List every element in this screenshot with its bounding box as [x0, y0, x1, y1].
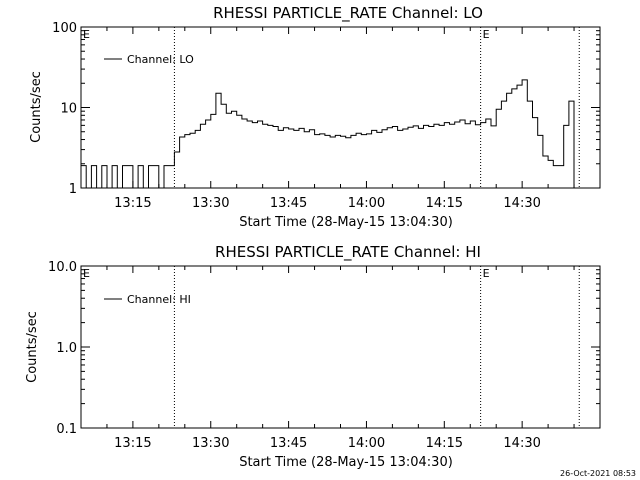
corner-marker-label-lo: E [83, 28, 90, 41]
x-tick-label-hi: 14:15 [426, 436, 463, 451]
chart-title-hi: RHESSI PARTICLE_RATE Channel: HI [215, 243, 481, 262]
x-tick-label-hi: 13:30 [192, 436, 229, 451]
legend-label-hi: Channel: HI [127, 293, 191, 306]
x-tick-label-hi: 13:45 [270, 436, 307, 451]
dynamic-marks-lo: 13:15 13:30 13:45 14:00 14:15 14:30 1 10 100 E [52, 21, 600, 211]
event-marker-label-hi: E [483, 267, 490, 280]
plot-frame-lo [80, 26, 601, 189]
x-tick-label-hi: 14:00 [348, 436, 385, 451]
x-tick-label-lo: 14:15 [426, 196, 463, 211]
x-axis-label-lo: Start Time (28-May-15 13:04:30) [239, 215, 453, 230]
y-tick-label-lo: 10 [60, 102, 77, 117]
x-tick-label-lo: 13:45 [270, 196, 307, 211]
chart-title-lo: RHESSI PARTICLE_RATE Channel: LO [213, 4, 483, 23]
plot-frame-hi [80, 265, 601, 429]
x-tick-label-hi: 13:15 [114, 436, 151, 451]
y-tick-label-lo: 100 [52, 21, 77, 36]
footer-timestamp: 26-Oct-2021 08:53 [560, 469, 636, 478]
corner-marker-label-hi: E [83, 267, 90, 280]
x-tick-label-lo: 13:30 [192, 196, 229, 211]
x-tick-label-lo: 14:00 [348, 196, 385, 211]
x-axis-label-hi: Start Time (28-May-15 13:04:30) [239, 455, 453, 470]
y-tick-label-hi: 1.0 [56, 341, 77, 356]
y-tick-label-hi: 10.0 [48, 260, 77, 275]
series-line-lo [81, 79, 580, 189]
x-tick-label-lo: 14:30 [503, 196, 540, 211]
x-tick-label-hi: 14:30 [503, 436, 540, 451]
x-tick-label-lo: 13:15 [114, 196, 151, 211]
dynamic-marks-hi: 13:15 13:30 13:45 14:00 14:15 14:30 0.1 1.0 10.0… [48, 260, 600, 451]
event-marker-label-lo: E [483, 28, 490, 41]
y-tick-label-lo: 1 [69, 182, 77, 197]
y-axis-label-lo: Counts/sec [29, 71, 44, 143]
y-tick-label-hi: 0.1 [56, 422, 77, 437]
y-axis-label-hi: Counts/sec [25, 311, 40, 383]
legend-label-lo: Channel: LO [127, 53, 194, 66]
chart-panel-hi: RHESSI PARTICLE_RATE Channel: HI Counts/… [25, 243, 601, 470]
chart-panel-lo: RHESSI PARTICLE_RATE Channel: LO Counts/… [29, 4, 601, 230]
